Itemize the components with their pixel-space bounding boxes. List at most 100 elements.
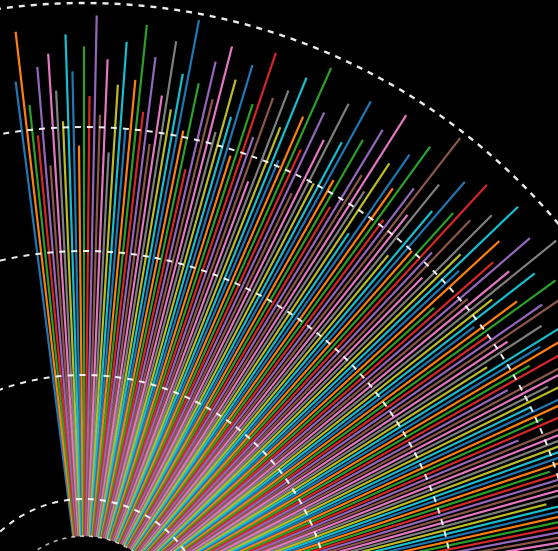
radial-bar-53	[119, 149, 302, 545]
radial-bar-4	[36, 66, 78, 537]
radial-bar-146	[503, 541, 558, 551]
radial-bar-93	[164, 261, 494, 551]
radial-bar-143	[435, 526, 558, 551]
radial-bar-138	[359, 503, 547, 551]
radial-bar-42	[109, 103, 254, 541]
radial-bar-3	[36, 135, 77, 537]
radial-bar-115	[215, 367, 558, 551]
radial-bar-21	[91, 79, 137, 537]
radial-bar-91	[160, 240, 501, 551]
radial-bar-11	[77, 145, 85, 537]
radial-bar-34	[102, 61, 217, 539]
radial-bar-55	[120, 192, 293, 546]
radial-bar-58	[123, 182, 315, 547]
bars-layer	[14, 15, 558, 551]
radial-bar-105	[187, 299, 558, 551]
radial-bar-136	[337, 489, 558, 551]
radial-bar-24	[93, 56, 157, 538]
radial-bar-35	[103, 98, 214, 539]
radial-bar-139	[372, 505, 558, 551]
radial-bar-110	[200, 345, 541, 551]
radial-bar-77	[140, 183, 440, 551]
radial-bar-20	[90, 128, 127, 537]
radial-bar-123	[247, 416, 558, 551]
radial-bar-17	[87, 152, 110, 537]
radial-bar-80	[144, 181, 466, 551]
radial-bar-121	[238, 404, 558, 551]
radial-bar-86	[152, 276, 424, 551]
radial-bar-15	[85, 114, 102, 537]
radial-bar-97	[171, 239, 557, 551]
radial-bar-56	[121, 139, 325, 546]
radial-bar-6	[47, 53, 80, 537]
radial-bar-57	[122, 103, 350, 547]
radial-bar-46	[113, 180, 250, 543]
radial-bar-87	[154, 214, 493, 551]
radial-bar-65	[128, 174, 363, 550]
radial-bar-45	[112, 97, 275, 542]
radial-bar-79	[143, 210, 434, 551]
radial-bar-83	[148, 184, 488, 551]
radial-bar-25	[94, 143, 151, 538]
radial-bar-100	[177, 325, 475, 551]
radial-bar-94	[165, 237, 531, 551]
radial-bar-109	[198, 327, 558, 551]
radial-bar-16	[86, 59, 109, 537]
radial-bar-47	[114, 90, 290, 543]
radial-bar-31	[100, 130, 185, 539]
radial-bar-78	[142, 254, 390, 551]
radial-bar-69	[131, 232, 350, 551]
radial-bar-26	[95, 95, 163, 538]
radial-bar-99	[175, 272, 536, 551]
radial-bar-81	[146, 250, 413, 551]
radial-bar-27	[96, 41, 178, 538]
radial-bar-30	[99, 19, 201, 538]
radial-bar-9	[64, 34, 83, 537]
radial-bar-67	[130, 190, 366, 551]
radial-bar-44	[111, 136, 255, 542]
radial-bar-85	[151, 219, 472, 551]
radial-bar-70	[132, 153, 411, 551]
radial-bar-132	[302, 470, 551, 551]
radial-bar-37	[105, 131, 217, 540]
radial-bar-64	[128, 129, 384, 550]
grid-circle-40	[0, 374, 323, 551]
radial-bar-74	[137, 187, 415, 551]
radial-bar-84	[150, 251, 433, 551]
radial-bar-116	[219, 373, 558, 551]
radial-bar-48	[114, 126, 282, 543]
radial-bar-52	[118, 67, 333, 545]
radial-bar-75	[138, 137, 462, 551]
radial-bar-1	[14, 31, 76, 537]
radial-bar-13	[83, 96, 91, 537]
radial-bar-137	[348, 494, 558, 551]
radial-bar-71	[133, 187, 394, 551]
radial-bar-88	[155, 253, 462, 551]
radial-bar-89	[157, 205, 519, 551]
radial-bar-130	[287, 456, 558, 551]
radial-bar-14	[84, 15, 98, 537]
radial-bar-51	[117, 116, 305, 544]
radial-bar-18	[88, 84, 119, 537]
radial-bar-127	[268, 439, 558, 551]
radial-bar-125	[257, 428, 558, 551]
radial-bar-113	[209, 354, 558, 551]
radial-bar-28	[97, 109, 172, 538]
radial-bar-29	[98, 73, 184, 538]
radial-bar-126	[262, 434, 558, 551]
radial-bar-131	[294, 462, 558, 551]
radial-bar-112	[206, 364, 531, 551]
grid-circle-60	[0, 250, 450, 551]
radial-bar-82	[147, 212, 455, 551]
radial-bar-103	[183, 334, 489, 551]
radial-bar-114	[212, 389, 509, 551]
radial-bar-49	[115, 77, 308, 544]
radial-bar-2	[28, 104, 77, 537]
radial-bar-120	[234, 398, 558, 551]
radial-bar-22	[91, 24, 148, 537]
radial-bar-124	[252, 439, 519, 551]
radial-bar-111	[203, 341, 558, 551]
